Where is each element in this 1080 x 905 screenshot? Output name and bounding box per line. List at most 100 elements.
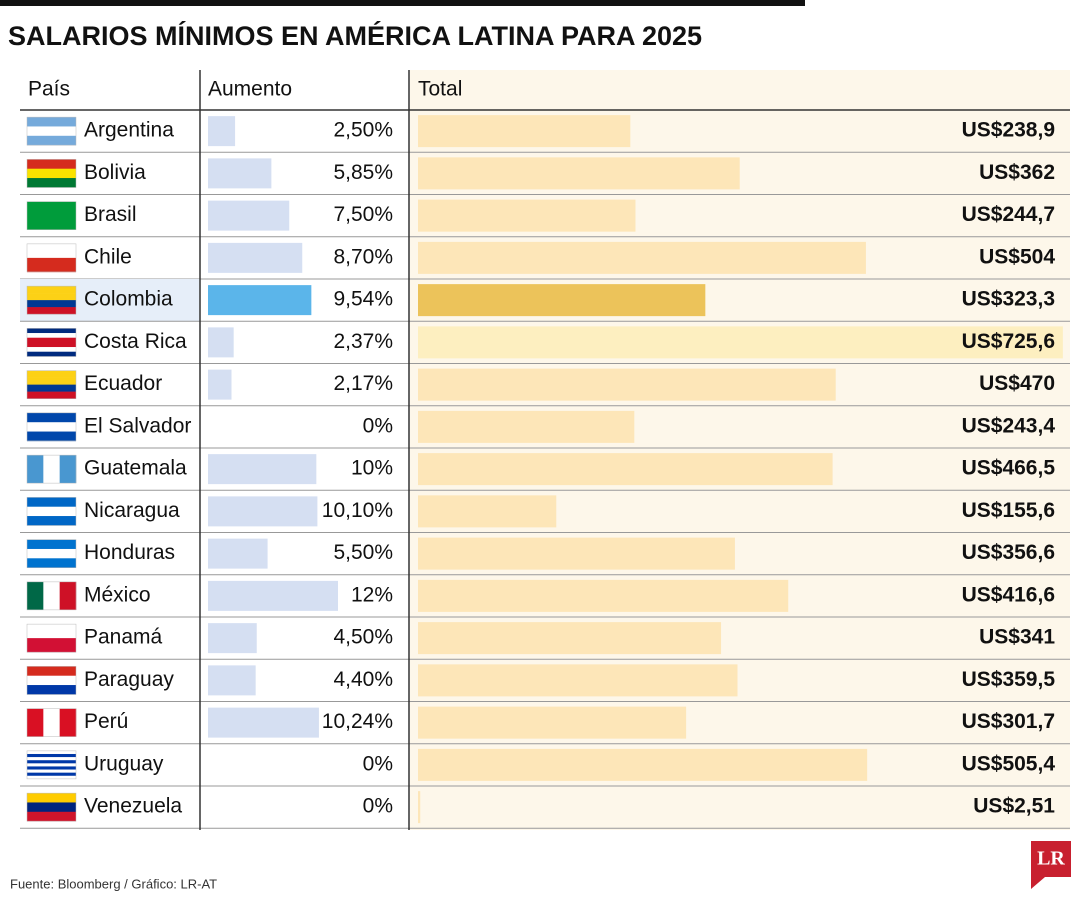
- flag-stripe: [27, 370, 76, 378]
- flag-stripe: [27, 337, 76, 343]
- rows: Argentina 2,50% US$238,9 Bolivia 5,85% US$362…: [20, 115, 1070, 829]
- country-label: Uruguay: [84, 752, 164, 775]
- country-label: Honduras: [84, 541, 175, 564]
- flag-border: [26, 116, 77, 146]
- total-label: US$341: [979, 626, 1055, 649]
- total-bar: [418, 706, 687, 739]
- flag-border: [26, 285, 77, 315]
- flag-stripe: [27, 760, 76, 764]
- flag-border: [26, 497, 77, 526]
- flag-stripe: [27, 159, 76, 170]
- total-label: US$356,6: [962, 541, 1055, 564]
- flag-stripe: [27, 342, 76, 348]
- flag-stripe: [27, 347, 76, 353]
- country-label: Guatemala: [84, 457, 187, 480]
- flag-stripe: [27, 377, 76, 385]
- increase-label: 8,70%: [333, 245, 393, 268]
- flag-stripe: [27, 763, 76, 767]
- increase-label: 0%: [363, 752, 393, 775]
- total-bar: [418, 622, 722, 655]
- total-label: US$243,4: [962, 414, 1056, 437]
- increase-bar: [208, 242, 303, 273]
- flag-stripe: [59, 708, 77, 737]
- country-label: Costa Rica: [84, 330, 187, 353]
- flag-stripe: [27, 178, 76, 188]
- increase-bar: [208, 200, 290, 231]
- flag-stripe: [27, 685, 76, 695]
- column-header: País: [28, 78, 70, 101]
- flag-stripe: [27, 539, 76, 550]
- flag-stripe: [43, 708, 60, 737]
- country-label: México: [84, 583, 151, 606]
- increase-label: 4,40%: [333, 668, 393, 691]
- flag-stripe: [27, 675, 76, 686]
- total-bar: [418, 453, 833, 486]
- flag-border: [26, 623, 77, 653]
- total-bar: [418, 495, 557, 528]
- total-label: US$466,5: [962, 457, 1056, 480]
- country-label: Panamá: [84, 626, 163, 649]
- flag-stripe: [43, 455, 60, 484]
- flag-stripe: [27, 497, 76, 508]
- flag-stripe: [27, 201, 76, 230]
- flag-stripe: [27, 666, 76, 677]
- flag-stripe: [27, 168, 76, 179]
- increase-label: 5,85%: [333, 161, 393, 184]
- country-label: Venezuela: [84, 795, 182, 818]
- flag-stripe: [27, 300, 76, 308]
- flag-stripe: [27, 753, 76, 758]
- total-bar: [418, 537, 735, 570]
- flag-border: [26, 539, 77, 568]
- flag-border: [26, 708, 77, 737]
- total-label: US$238,9: [962, 119, 1055, 142]
- increase-bar: [208, 665, 256, 696]
- column-header: Aumento: [208, 78, 292, 101]
- flag-stripe: [27, 516, 76, 526]
- total-label: US$505,4: [962, 752, 1056, 775]
- total-label: US$725,6: [962, 330, 1055, 353]
- chart-title: SALARIOS MÍNIMOS EN AMÉRICA LATINA PARA …: [8, 20, 702, 51]
- flag-stripe: [59, 581, 77, 610]
- total-label: US$470: [979, 372, 1055, 395]
- logo-tail: [1031, 877, 1045, 889]
- total-bar: [418, 326, 1063, 359]
- flag-stripe: [27, 422, 76, 432]
- total-label: US$359,5: [962, 668, 1056, 691]
- increase-bar: [208, 285, 312, 316]
- total-bar: [418, 664, 738, 697]
- total-label: US$362: [979, 161, 1055, 184]
- flag-stripe: [27, 757, 76, 761]
- flag-stripe: [27, 412, 76, 423]
- total-label: US$301,7: [962, 710, 1055, 733]
- total-bar: [418, 157, 740, 190]
- flag-stripe: [27, 548, 76, 559]
- flag-stripe: [27, 638, 76, 653]
- total-bar: [418, 791, 421, 824]
- flag-border: [26, 412, 77, 442]
- flag-stripe: [27, 351, 76, 357]
- flag-stripe: [27, 328, 76, 334]
- flag-stripe: [27, 243, 76, 259]
- total-bar: [418, 284, 706, 317]
- flag-stripe: [27, 384, 76, 392]
- total-bar: [418, 579, 789, 612]
- country-label: Colombia: [84, 288, 173, 311]
- flag-border: [26, 666, 77, 695]
- top-bar: [0, 0, 805, 6]
- increase-bar: [208, 623, 257, 654]
- total-bar: [418, 115, 631, 148]
- increase-label: 2,17%: [333, 372, 393, 395]
- total-label: US$2,51: [973, 795, 1055, 818]
- total-label: US$155,6: [962, 499, 1055, 522]
- flag-border: [26, 370, 77, 399]
- country-label: Perú: [84, 710, 128, 733]
- increase-bar: [208, 158, 272, 189]
- flag-stripe: [27, 581, 44, 610]
- flag-stripe: [27, 766, 76, 770]
- flag-stripe: [27, 286, 76, 294]
- increase-bar: [208, 454, 317, 485]
- flag-stripe: [27, 558, 76, 568]
- flag-border: [26, 581, 77, 611]
